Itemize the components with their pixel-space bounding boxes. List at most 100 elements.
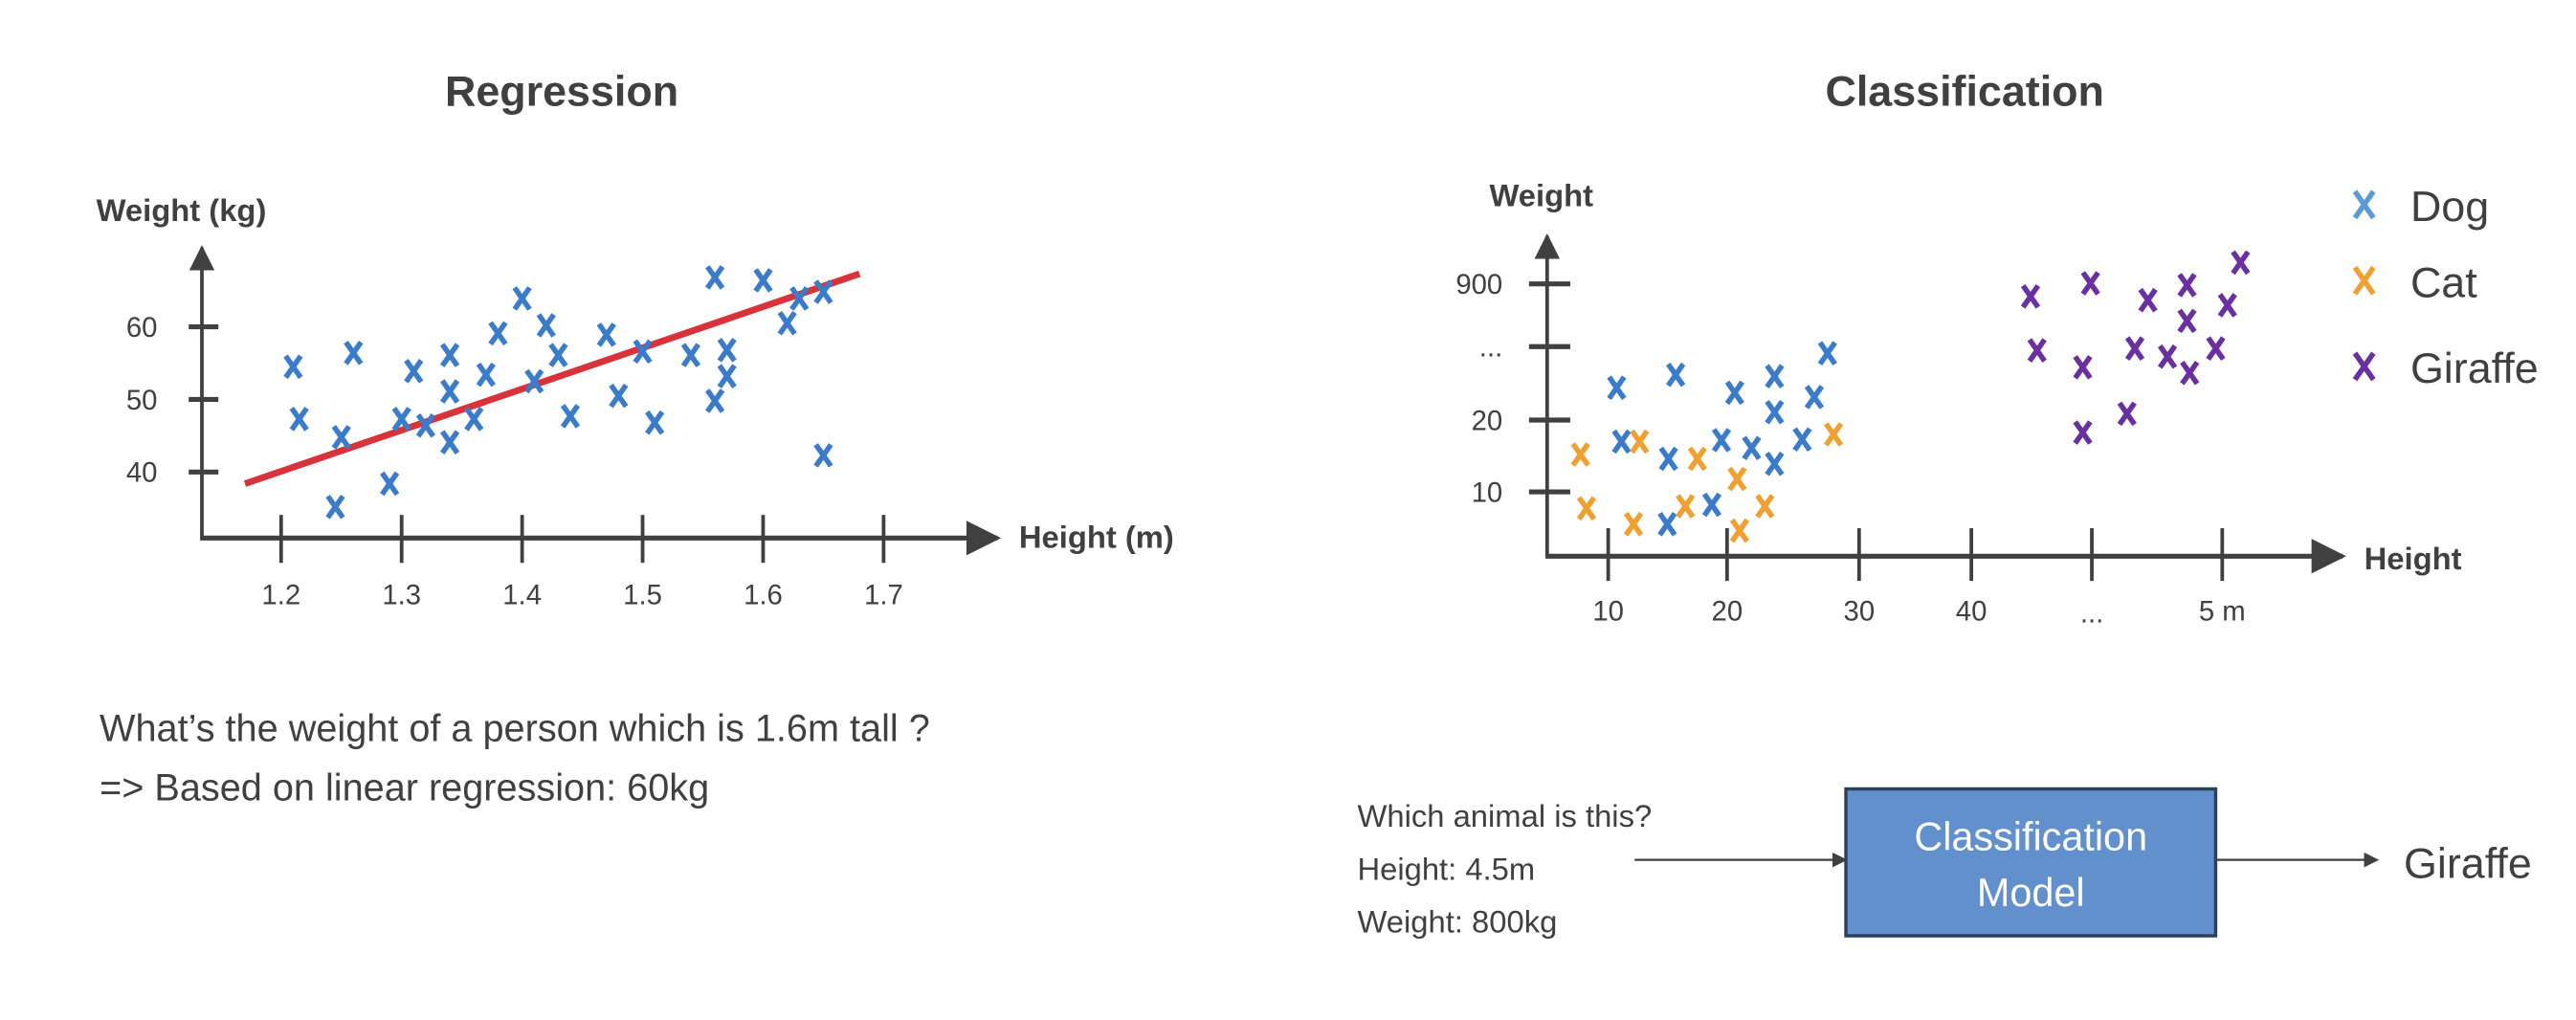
dog-point (1765, 399, 1785, 425)
giraffe-point (2020, 284, 2041, 309)
data-point (536, 313, 556, 338)
data-point (777, 310, 797, 336)
y-tick-label: 40 (126, 457, 158, 489)
classification-chart: Classification Weight Height 10 20 30 40...… (1455, 66, 2538, 629)
giraffe-point (2177, 308, 2197, 334)
cat-point (1676, 494, 1696, 519)
dog-point (1658, 446, 1678, 472)
input-line: Weight: 800kg (1357, 904, 1557, 940)
legend-label-giraffe: Giraffe (2410, 344, 2539, 392)
giraffe-point (2027, 338, 2047, 363)
data-point (404, 359, 424, 384)
classification-model-box (1844, 787, 2218, 938)
x-tick-label: 5 m (2199, 596, 2246, 628)
classification-flow: Which animal is this? Height: 4.5m Weigh… (1357, 787, 2532, 940)
x-tick-label: 1.5 (623, 579, 662, 610)
data-point (488, 321, 508, 346)
giraffe-point (2206, 336, 2226, 361)
x-tick-label: 1.4 (502, 579, 542, 610)
cat-point (1823, 422, 1844, 447)
legend-label-cat: Cat (2410, 257, 2477, 306)
cat-point (1729, 518, 1749, 543)
data-point (344, 341, 364, 366)
classification-y-label: Weight (1489, 178, 1593, 213)
cat-point (1687, 446, 1707, 472)
input-line: Height: 4.5m (1357, 851, 1535, 886)
x-tick-label: 40 (1956, 596, 1988, 628)
giraffe-point (2124, 336, 2145, 361)
dog-point (1711, 428, 1732, 453)
regression-chart: Regression Weight (kg) Height (m) 1.2 1.3… (97, 66, 1174, 809)
data-point (813, 279, 833, 304)
data-point (753, 268, 773, 293)
x-tick-label: 10 (1592, 596, 1624, 628)
dog-point (1701, 492, 1722, 518)
cat-point (1576, 496, 1597, 521)
data-point (609, 383, 629, 409)
data-point (331, 425, 351, 450)
dog-point (1817, 341, 1837, 366)
giraffe-point (2117, 401, 2137, 427)
giraffe-point (2177, 273, 2197, 298)
x-tick-label: 1.2 (261, 579, 300, 610)
regression-y-label: Weight (kg) (97, 192, 267, 228)
model-label: Model (1977, 871, 2085, 915)
cat-point (1630, 429, 1650, 455)
giraffe-point (2157, 344, 2178, 369)
data-point (704, 388, 725, 413)
dog-point (1792, 427, 1812, 453)
classification-x-label: Height (2365, 541, 2462, 576)
dog-point (1611, 429, 1632, 455)
legend-marker-icon (2352, 189, 2376, 220)
dog-point (1724, 380, 1744, 406)
giraffe-point (2138, 287, 2158, 313)
x-tick-label: 20 (1712, 596, 1743, 628)
regression-answer: => Based on linear regression: 60kg (100, 767, 709, 809)
data-point (415, 412, 436, 438)
x-tick-label: ... (2080, 597, 2103, 629)
model-label: Classification (1914, 814, 2147, 858)
data-point (548, 343, 568, 367)
input-line: Which animal is this? (1357, 798, 1652, 833)
data-point (464, 407, 484, 432)
data-point (717, 338, 737, 363)
data-point (633, 339, 653, 365)
regression-x-label: Height (m) (1019, 520, 1174, 555)
cat-point (1755, 494, 1775, 519)
data-point (380, 471, 400, 497)
legend-label-dog: Dog (2410, 182, 2489, 231)
dog-point (1666, 362, 1686, 388)
data-point (680, 343, 701, 367)
data-point (560, 404, 581, 429)
y-tick-label: 60 (126, 312, 158, 344)
classification-title: Classification (1825, 66, 2103, 115)
data-point (596, 322, 616, 347)
giraffe-point (2073, 355, 2093, 380)
y-tick-label: 50 (126, 385, 158, 416)
dog-point (1804, 385, 1825, 410)
legend-marker-icon (2352, 265, 2376, 296)
data-point (524, 368, 544, 394)
data-point (289, 407, 309, 432)
y-tick-label: 900 (1455, 269, 1502, 300)
cat-point (1570, 442, 1590, 467)
y-tick-label: 20 (1472, 405, 1503, 436)
regression-line (243, 270, 861, 487)
data-point (704, 265, 725, 290)
cat-point (1623, 511, 1644, 537)
data-point (476, 362, 496, 388)
x-tick-label: 1.6 (744, 579, 783, 610)
data-point (717, 364, 737, 388)
data-point (439, 343, 460, 367)
data-point (439, 379, 460, 404)
data-point (391, 407, 411, 432)
cat-point (1727, 466, 1747, 492)
x-tick-label: 1.3 (382, 579, 421, 610)
y-tick-label: 10 (1472, 477, 1503, 508)
x-tick-label: 30 (1844, 596, 1876, 628)
data-point (789, 286, 810, 311)
dog-point (1765, 364, 1785, 389)
data-point (283, 354, 303, 380)
data-point (645, 410, 665, 435)
